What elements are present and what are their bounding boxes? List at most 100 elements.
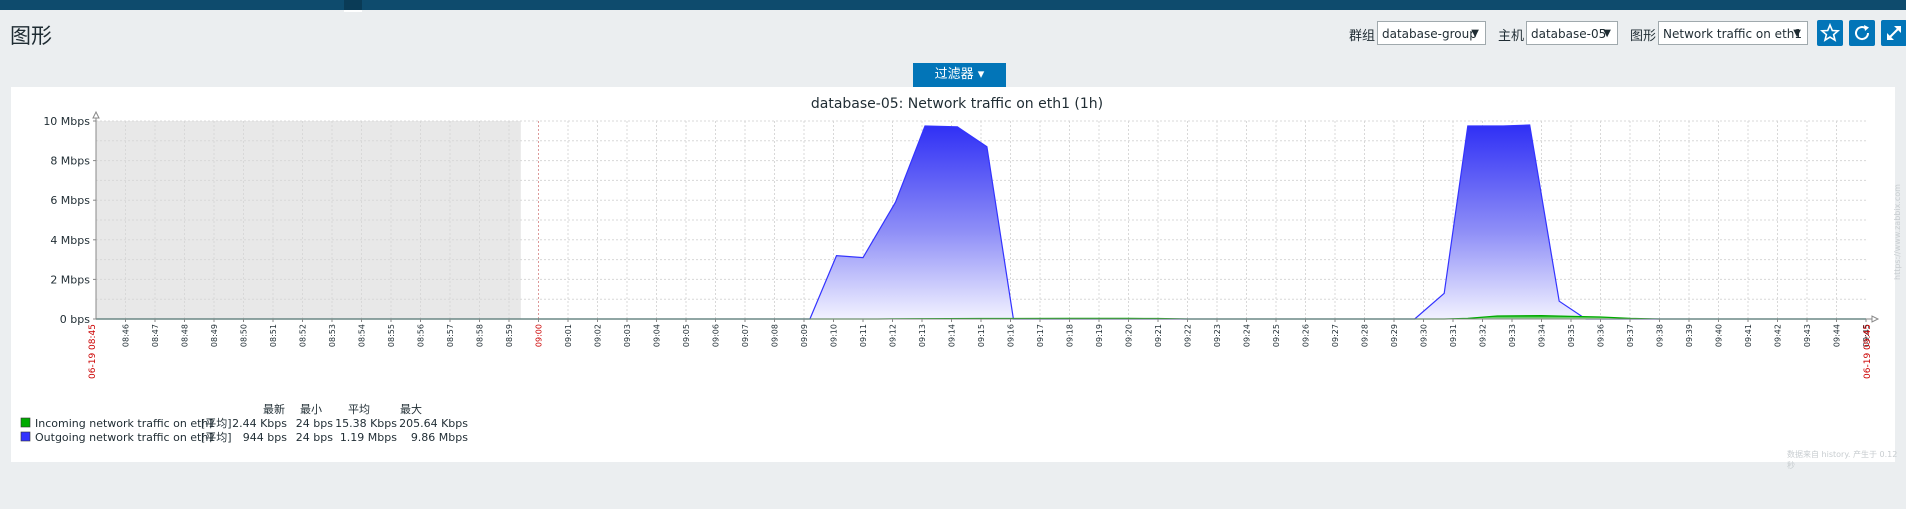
graph-label: 图形 xyxy=(1630,29,1657,44)
x-tick-label: 09:40 xyxy=(1715,324,1724,347)
y-tick-label: 2 Mbps xyxy=(50,273,90,286)
x-tick-label: 09:38 xyxy=(1656,324,1665,347)
group-select-value: database-group xyxy=(1382,27,1477,41)
zabbix-url-watermark: https://www.zabbix.com xyxy=(1893,184,1902,280)
legend-series-name: Outgoing network traffic on eth1 xyxy=(35,431,215,444)
top-menu-item[interactable] xyxy=(518,0,536,12)
x-tick-label: 09:15 xyxy=(977,324,986,347)
add-to-favourites-button[interactable] xyxy=(1817,20,1843,46)
x-tick-label: 08:47 xyxy=(151,324,160,347)
legend-function: [平均] xyxy=(201,431,232,444)
x-tick-label: 09:41 xyxy=(1744,324,1753,347)
page-title: 图形 xyxy=(10,24,52,48)
x-tick-label: 09:16 xyxy=(1007,324,1016,347)
x-tick-label: 08:52 xyxy=(299,324,308,347)
x-tick-label: 09:44 xyxy=(1833,324,1842,347)
x-tick-label: 09:09 xyxy=(800,324,809,347)
group-select[interactable]: database-group ▼ xyxy=(1377,21,1486,45)
x-tick-label: 09:10 xyxy=(830,324,839,347)
x-tick-label: 09:04 xyxy=(653,324,662,347)
y-tick-label: 10 Mbps xyxy=(43,115,90,128)
legend-value: 24 bps xyxy=(296,431,333,444)
x-tick-label: 09:42 xyxy=(1774,324,1783,347)
top-menu-item[interactable] xyxy=(174,0,192,12)
x-tick-label: 08:51 xyxy=(269,324,278,347)
legend-header: 最小 xyxy=(300,403,322,416)
legend-series-name: Incoming network traffic on eth1 xyxy=(35,417,215,430)
x-tick-label: 09:21 xyxy=(1154,324,1163,347)
x-tick-label: 09:45 xyxy=(1862,324,1871,347)
x-tick-label: 08:53 xyxy=(328,324,337,347)
legend-value: 205.64 Kbps xyxy=(399,417,468,430)
x-tick-label: 09:37 xyxy=(1626,324,1635,347)
x-tick-label: 09:13 xyxy=(918,324,927,347)
graph-select[interactable]: Network traffic on eth1 ▼ xyxy=(1658,21,1808,45)
host-select[interactable]: database-05 ▼ xyxy=(1526,21,1618,45)
top-menu-item[interactable] xyxy=(112,0,130,12)
x-tick-label: 09:00 xyxy=(535,324,544,347)
y-tick-label: 0 bps xyxy=(60,313,90,326)
legend-value: 1.19 Mbps xyxy=(340,431,397,444)
x-tick-label: 08:50 xyxy=(240,324,249,347)
top-menu-item[interactable] xyxy=(56,0,74,12)
y-tick-label: 8 Mbps xyxy=(50,155,90,168)
x-tick-label: 09:29 xyxy=(1390,324,1399,347)
x-tick-label: 09:36 xyxy=(1597,324,1606,347)
incoming-series-area xyxy=(96,315,1866,319)
chart-title: database-05: Network traffic on eth1 (1h… xyxy=(811,96,1103,112)
x-tick-label: 09:08 xyxy=(771,324,780,347)
y-tick-label: 4 Mbps xyxy=(50,234,90,247)
x-tick-label: 08:48 xyxy=(181,324,190,347)
x-tick-label: 08:57 xyxy=(446,324,455,347)
refresh-button[interactable] xyxy=(1849,20,1875,46)
top-menu-item[interactable] xyxy=(226,0,244,12)
x-tick-label: 09:25 xyxy=(1272,324,1281,347)
x-tick-label: 09:35 xyxy=(1567,324,1576,347)
x-tick-label: 08:46 xyxy=(122,324,131,347)
legend-header: 最大 xyxy=(400,402,422,416)
x-tick-label: 09:03 xyxy=(623,324,632,347)
fullscreen-button[interactable] xyxy=(1881,20,1906,46)
x-tick-label: 09:43 xyxy=(1803,324,1812,347)
x-tick-label: 08:56 xyxy=(417,324,426,347)
x-tick-label: 09:14 xyxy=(948,324,957,347)
y-axis-arrow xyxy=(92,110,100,119)
filter-toggle-button[interactable]: 过滤器 ▾ xyxy=(913,63,1006,87)
top-menu-item[interactable] xyxy=(10,0,28,12)
x-tick-label: 09:24 xyxy=(1243,324,1252,347)
legend-value: 24 bps xyxy=(296,417,333,430)
x-tick-label: 09:23 xyxy=(1213,324,1222,347)
x-tick-label: 09:30 xyxy=(1420,324,1429,347)
legend-function: [平均] xyxy=(201,417,232,430)
chevron-down-icon: ▼ xyxy=(1793,28,1801,39)
legend-value: 2.44 Kbps xyxy=(232,417,287,430)
top-menu-item[interactable] xyxy=(458,0,476,12)
x-tick-label: 09:32 xyxy=(1479,324,1488,347)
top-menu-item-graphs-active[interactable] xyxy=(344,0,362,12)
x-tick-label: 09:06 xyxy=(712,324,721,347)
top-menu-item[interactable] xyxy=(392,0,410,12)
x-tick-label: 09:33 xyxy=(1508,324,1517,347)
x-tick-label: 09:18 xyxy=(1066,324,1075,347)
x-tick-label: 09:26 xyxy=(1302,324,1311,347)
x-tick-label: 09:28 xyxy=(1361,324,1370,347)
legend-color-swatch xyxy=(20,431,31,442)
x-tick-label: 09:19 xyxy=(1095,324,1104,347)
x-tick-label: 09:11 xyxy=(859,324,868,347)
x-tick-label: 09:39 xyxy=(1685,324,1694,347)
network-traffic-chart: 0 bps 2 Mbps 4 Mbps 6 Mbps 8 Mbps 10 Mbps 08:4… xyxy=(20,96,1880,444)
x-tick-label: 09:22 xyxy=(1184,324,1193,347)
legend-color-swatch xyxy=(20,417,31,428)
x-axis-arrow xyxy=(1871,315,1880,323)
x-tick-label: 09:01 xyxy=(564,324,573,347)
chevron-down-icon: ▼ xyxy=(1603,28,1611,39)
x-tick-label: 09:02 xyxy=(594,324,603,347)
chevron-down-icon: ▼ xyxy=(1471,28,1479,39)
top-menu-item[interactable] xyxy=(290,0,308,12)
x-tick-label: 09:27 xyxy=(1331,324,1340,347)
x-tick-label: 09:34 xyxy=(1538,324,1547,347)
x-tick-label: 09:31 xyxy=(1449,324,1458,347)
x-period-start-label: 06-19 08:45 xyxy=(88,324,98,379)
host-label: 主机 xyxy=(1498,29,1525,44)
x-tick-label: 09:05 xyxy=(682,324,691,347)
